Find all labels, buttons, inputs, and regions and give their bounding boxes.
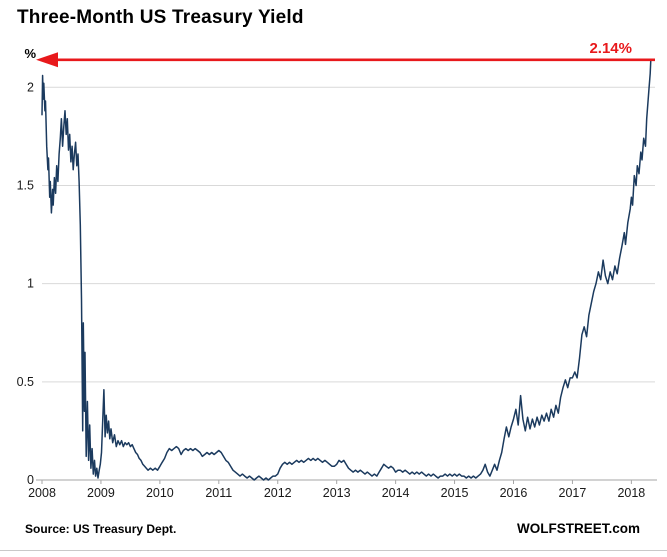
y-tick-label: 0 <box>27 473 34 487</box>
x-tick-label: 2016 <box>500 486 528 500</box>
annotation-value-label: 2.14% <box>589 40 632 57</box>
chart-title: Three-Month US Treasury Yield <box>17 7 304 28</box>
source-label: Source: US Treasury Dept. <box>25 522 177 536</box>
x-tick-label: 2017 <box>559 486 587 500</box>
y-tick-label: 0.5 <box>17 375 34 389</box>
y-tick-label: 2 <box>27 80 34 94</box>
x-tick-label: 2018 <box>617 486 645 500</box>
x-tick-label: 2011 <box>205 486 232 500</box>
x-tick-label: 2008 <box>28 486 56 500</box>
y-tick-label: 1.5 <box>17 178 34 192</box>
wolfstreet-watermark: WOLFSTREET.com <box>516 521 640 536</box>
x-tick-label: 2015 <box>441 486 469 500</box>
y-tick-label: 1 <box>27 277 34 291</box>
x-tick-label: 2012 <box>264 486 292 500</box>
yield-series-line <box>41 59 652 481</box>
x-tick-label: 2014 <box>382 486 410 500</box>
y-axis-unit-label: % <box>24 46 36 61</box>
x-tick-label: 2013 <box>323 486 351 500</box>
x-tick-label: 2009 <box>87 486 115 500</box>
x-tick-label: 2010 <box>146 486 174 500</box>
chart-footer: Source: US Treasury Dept. WOLFSTREET.com <box>25 521 640 536</box>
target-arrow-head <box>36 52 58 68</box>
bottom-divider <box>0 550 667 551</box>
yield-line-chart: 2008 2009 2010 2011 2012 2013 2014 2015 2016 2017… <box>17 40 657 500</box>
